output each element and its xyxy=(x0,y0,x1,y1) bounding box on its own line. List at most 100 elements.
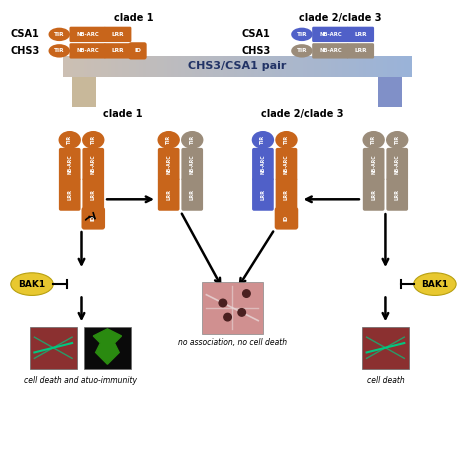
Bar xyxy=(251,55,255,77)
FancyBboxPatch shape xyxy=(312,43,348,59)
Polygon shape xyxy=(93,329,121,364)
Text: CHS3: CHS3 xyxy=(10,46,39,56)
Bar xyxy=(223,55,227,77)
Bar xyxy=(171,55,175,77)
Text: NB-ARC: NB-ARC xyxy=(76,32,99,37)
Text: clade 2/clade 3: clade 2/clade 3 xyxy=(300,13,382,23)
Bar xyxy=(345,55,349,77)
FancyBboxPatch shape xyxy=(201,282,263,334)
Text: LRR: LRR xyxy=(91,189,96,200)
Text: NB-ARC: NB-ARC xyxy=(284,155,289,174)
Text: ID: ID xyxy=(134,48,141,54)
Text: LRR: LRR xyxy=(190,189,195,200)
Text: clade 1: clade 1 xyxy=(114,13,153,23)
Bar xyxy=(293,55,297,77)
Bar xyxy=(255,55,258,77)
Bar xyxy=(342,55,346,77)
Text: LRR: LRR xyxy=(284,189,289,200)
Bar xyxy=(404,55,408,77)
Circle shape xyxy=(243,290,250,297)
FancyBboxPatch shape xyxy=(182,178,203,211)
Bar xyxy=(63,55,67,77)
Text: clade 2/clade 3: clade 2/clade 3 xyxy=(261,109,343,119)
FancyBboxPatch shape xyxy=(128,42,146,60)
Bar xyxy=(359,55,363,77)
Text: CSA1: CSA1 xyxy=(10,29,39,39)
Circle shape xyxy=(238,309,246,316)
Bar xyxy=(227,55,230,77)
Text: TIR: TIR xyxy=(395,136,400,145)
Text: NB-ARC: NB-ARC xyxy=(76,48,99,54)
Bar xyxy=(115,55,119,77)
Bar xyxy=(83,55,88,77)
FancyBboxPatch shape xyxy=(82,148,104,181)
Bar xyxy=(101,55,105,77)
Text: TIR: TIR xyxy=(297,32,307,37)
Bar xyxy=(310,55,314,77)
Text: NB-ARC: NB-ARC xyxy=(319,32,342,37)
Bar xyxy=(80,55,84,77)
Bar xyxy=(272,55,276,77)
Bar xyxy=(265,55,269,77)
Bar xyxy=(240,55,245,77)
Text: NB-ARC: NB-ARC xyxy=(395,155,400,174)
Bar xyxy=(219,55,224,77)
Text: TIR: TIR xyxy=(54,32,64,37)
FancyBboxPatch shape xyxy=(362,327,409,369)
Text: TIR: TIR xyxy=(260,136,265,145)
Bar xyxy=(268,55,273,77)
Text: cell death: cell death xyxy=(366,376,404,385)
Bar xyxy=(408,55,412,77)
Ellipse shape xyxy=(48,44,70,57)
Bar xyxy=(373,55,377,77)
FancyBboxPatch shape xyxy=(275,207,298,229)
Bar xyxy=(279,55,283,77)
Text: LRR: LRR xyxy=(354,48,367,54)
Bar xyxy=(397,55,401,77)
Ellipse shape xyxy=(252,131,274,149)
Bar xyxy=(202,55,206,77)
Bar xyxy=(132,55,137,77)
Text: cell death and atuo-immunity: cell death and atuo-immunity xyxy=(24,376,137,385)
Bar xyxy=(230,55,234,77)
Text: ID: ID xyxy=(284,215,289,221)
Text: ID: ID xyxy=(91,215,96,221)
Bar xyxy=(247,55,251,77)
Bar xyxy=(129,55,133,77)
Bar xyxy=(98,55,101,77)
Bar xyxy=(335,55,338,77)
FancyBboxPatch shape xyxy=(104,43,131,59)
Text: BAK1: BAK1 xyxy=(421,280,448,289)
FancyBboxPatch shape xyxy=(378,77,402,108)
FancyBboxPatch shape xyxy=(346,43,374,59)
Bar xyxy=(261,55,265,77)
Text: NB-ARC: NB-ARC xyxy=(166,155,171,174)
Bar xyxy=(199,55,202,77)
Bar xyxy=(331,55,335,77)
Bar xyxy=(206,55,210,77)
Text: LRR: LRR xyxy=(371,189,376,200)
Bar xyxy=(70,55,73,77)
FancyBboxPatch shape xyxy=(276,148,297,181)
Ellipse shape xyxy=(48,27,70,41)
Bar xyxy=(160,55,164,77)
Bar xyxy=(136,55,140,77)
Text: TIR: TIR xyxy=(67,136,72,145)
Bar xyxy=(104,55,109,77)
Text: LRR: LRR xyxy=(354,32,367,37)
FancyBboxPatch shape xyxy=(59,148,81,181)
Bar xyxy=(167,55,171,77)
Bar xyxy=(307,55,310,77)
Text: BAK1: BAK1 xyxy=(18,280,46,289)
Text: TIR: TIR xyxy=(371,136,376,145)
Bar xyxy=(356,55,359,77)
Bar xyxy=(244,55,248,77)
FancyBboxPatch shape xyxy=(386,148,408,181)
FancyBboxPatch shape xyxy=(276,178,297,211)
Ellipse shape xyxy=(386,131,409,149)
Text: LRR: LRR xyxy=(111,32,124,37)
Text: NB-ARC: NB-ARC xyxy=(190,155,195,174)
FancyBboxPatch shape xyxy=(84,327,131,369)
Text: LRR: LRR xyxy=(395,189,400,200)
Bar xyxy=(324,55,328,77)
